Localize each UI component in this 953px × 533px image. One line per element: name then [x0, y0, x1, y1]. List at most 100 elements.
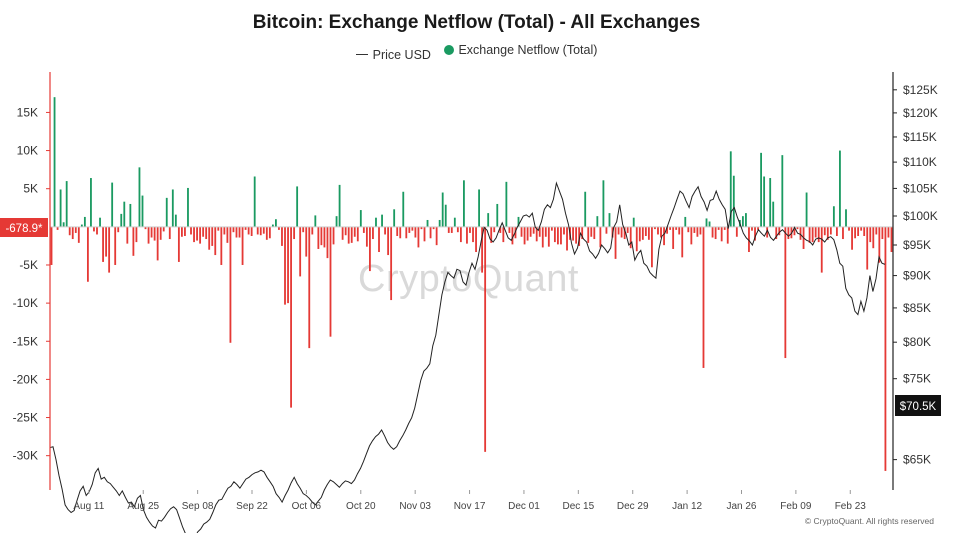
netflow-bar [80, 224, 83, 227]
netflow-bar [423, 226, 426, 242]
netflow-bar [484, 226, 487, 452]
netflow-bar [493, 226, 496, 233]
netflow-bar [208, 226, 211, 250]
netflow-bar [129, 203, 132, 227]
netflow-bar [778, 226, 781, 236]
netflow-bar [93, 226, 95, 232]
netflow-bar [538, 226, 541, 237]
netflow-bar [660, 226, 662, 238]
netflow-bar [626, 226, 629, 233]
right-tick-label: $65K [903, 453, 931, 467]
netflow-bar [496, 203, 499, 227]
netflow-bar [463, 180, 465, 227]
netflow-bar [268, 226, 271, 239]
netflow-bar [590, 226, 593, 237]
right-tick-label: $105K [903, 181, 938, 195]
netflow-bar [842, 226, 844, 240]
netflow-bar [787, 226, 790, 240]
netflow-bar [165, 197, 168, 227]
current-price-value: $70.5K [900, 401, 937, 413]
netflow-bar [848, 226, 850, 231]
netflow-bar [199, 226, 202, 244]
left-tick-label: 5K [23, 182, 38, 196]
netflow-bar [205, 226, 208, 240]
legend-item-netflow[interactable]: Exchange Netflow (Total) [444, 43, 597, 57]
legend-label-netflow: Exchange Netflow (Total) [458, 43, 598, 57]
netflow-bar [372, 226, 374, 240]
netflow-bar [238, 226, 241, 238]
netflow-bar [150, 226, 153, 238]
netflow-bar [341, 226, 344, 240]
netflow-bar [823, 226, 826, 236]
netflow-bar [226, 226, 229, 243]
netflow-bar [766, 226, 769, 238]
netflow-bar [523, 226, 526, 245]
netflow-bar [202, 226, 205, 237]
netflow-bar [65, 181, 68, 227]
netflow-bar [102, 226, 104, 262]
right-tick-label: $100K [903, 209, 938, 223]
netflow-bar [826, 226, 829, 240]
netflow-bar [126, 226, 129, 244]
netflow-bar [259, 226, 262, 236]
netflow-bar [572, 226, 574, 241]
netflow-bar [796, 226, 799, 230]
x-tick-label: Dec 15 [562, 501, 594, 512]
x-tick-label: Dec 01 [508, 501, 540, 512]
netflow-bar [608, 213, 611, 227]
netflow-bar [108, 226, 111, 273]
current-netflow-badge: -678.9* [0, 218, 48, 237]
netflow-bar [557, 226, 559, 245]
netflow-bar [708, 221, 711, 227]
netflow-bar [620, 226, 623, 238]
netflow-bar [772, 201, 775, 227]
netflow-bar [332, 226, 335, 245]
netflow-bar [229, 226, 232, 343]
netflow-bar [535, 226, 538, 242]
netflow-bar [326, 226, 329, 259]
netflow-bar [511, 226, 514, 245]
netflow-bar [696, 226, 699, 237]
netflow-bar [623, 226, 626, 240]
netflow-bar [223, 226, 226, 235]
right-tick-label: $95K [903, 238, 931, 252]
netflow-bar [672, 226, 675, 249]
netflow-bar [866, 226, 869, 270]
netflow-bar [123, 201, 126, 227]
netflow-bar [171, 189, 174, 227]
netflow-bar [62, 222, 65, 227]
netflow-bar [323, 226, 326, 248]
netflow-bar [532, 226, 535, 234]
netflow-bar [587, 226, 590, 243]
left-tick-label: 10K [17, 144, 38, 158]
netflow-bar [344, 226, 347, 236]
netflow-bar [666, 226, 668, 234]
legend-item-price[interactable]: Price USD [355, 48, 431, 62]
netflow-bar [781, 155, 784, 227]
netflow-bar [593, 226, 596, 240]
netflow-bar [602, 180, 605, 227]
netflow-bar [247, 226, 250, 235]
right-tick-label: $115K [903, 130, 937, 144]
netflow-bar [875, 226, 878, 235]
netflow-bar [529, 226, 532, 237]
netflow-bar [450, 226, 453, 233]
netflow-bar [714, 226, 717, 240]
netflow-bar [651, 226, 653, 268]
netflow-bar [114, 226, 117, 265]
netflow-bar [478, 189, 480, 227]
netflow-bar [381, 214, 383, 227]
netflow-bar [723, 226, 726, 230]
netflow-bar [763, 176, 766, 227]
left-tick-label: -25K [13, 411, 38, 425]
right-tick-label: $80K [903, 335, 931, 349]
netflow-bar [735, 226, 738, 237]
netflow-bar [399, 226, 402, 239]
copyright-note: © CryptoQuant. All rights reserved [804, 516, 934, 526]
netflow-bar [890, 226, 893, 253]
x-tick-label: Aug 11 [73, 501, 104, 512]
netflow-bar [832, 206, 835, 227]
netflow-bar [581, 226, 584, 240]
netflow-bar [193, 226, 195, 243]
